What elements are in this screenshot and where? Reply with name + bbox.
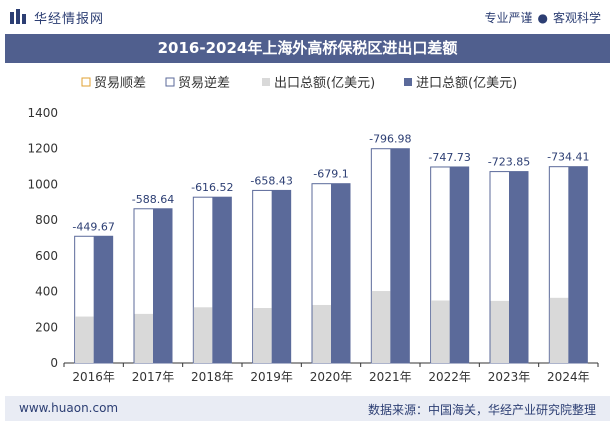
chart-legend: 贸易顺差 贸易逆差 出口总额(亿美元) 进口总额(亿美元) (81, 75, 517, 91)
import-bar (568, 166, 588, 363)
x-tick-label: 2020年 (310, 370, 353, 384)
x-tick-label: 2023年 (488, 370, 531, 384)
footer-source: 数据来源：中国海关，华经产业研究院整理 (367, 403, 596, 417)
legend-swatch (165, 77, 175, 87)
legend-swatch (404, 78, 412, 86)
x-tick-label: 2019年 (250, 370, 293, 384)
data-label: -588.64 (132, 193, 174, 206)
export-bar (549, 297, 569, 363)
data-label: -734.41 (547, 151, 589, 164)
export-bar (490, 300, 509, 363)
tag-professional: 专业严谨 (484, 11, 533, 25)
import-bar (390, 148, 410, 363)
plot-area: 0 200 400 600 800 1000 1200 1400 -449.67 2016年 -58… (27, 106, 599, 384)
export-bar (312, 304, 331, 363)
legend-label: 贸易逆差 (178, 75, 230, 91)
export-bar (253, 308, 272, 363)
import-bar (93, 236, 113, 363)
tag-objective: 客观科学 (552, 11, 601, 25)
y-tick-label: 1000 (27, 177, 58, 191)
x-tick-label: 2018年 (191, 370, 234, 384)
header-tags: 专业严谨 ● 客观科学 (484, 9, 601, 26)
y-tick-label: 600 (35, 249, 58, 263)
footer-bar: www.huaon.com 数据来源：中国海关，华经产业研究院整理 (5, 396, 610, 421)
y-tick-label: 200 (35, 320, 58, 334)
footer-website: www.huaon.com (19, 401, 119, 415)
data-label: -679.1 (313, 168, 348, 181)
x-tick-label: 2024年 (547, 370, 590, 384)
y-tick-label: 800 (35, 213, 58, 227)
header-bar: 华经情报网 专业严谨 ● 客观科学 (0, 0, 615, 34)
data-label: -796.98 (369, 133, 411, 146)
data-label: -747.73 (428, 151, 470, 164)
data-label: -723.85 (488, 156, 530, 169)
dot-separator: ● (537, 11, 548, 25)
import-bar (509, 171, 528, 363)
y-tick-label: 1200 (27, 142, 58, 156)
x-tick-label: 2016年 (72, 370, 115, 384)
logo-text: 华经情报网 (34, 12, 105, 27)
legend-swatch (81, 77, 91, 87)
data-label: -658.43 (250, 174, 292, 187)
legend-label: 进口总额(亿美元) (416, 76, 517, 91)
y-tick-label: 400 (35, 285, 58, 299)
export-bar (134, 313, 153, 363)
import-bar (449, 166, 469, 363)
import-bar (153, 208, 172, 363)
export-bar (75, 316, 94, 363)
chart-title: 2016-2024年上海外高桥保税区进出口差额 (5, 34, 610, 63)
import-bar (212, 197, 232, 363)
logo-icon (10, 9, 26, 24)
import-bar (331, 183, 350, 363)
x-tick-label: 2021年 (369, 370, 412, 384)
y-tick-label: 0 (50, 356, 58, 370)
export-bar (431, 300, 450, 363)
legend-label: 贸易顺差 (94, 76, 146, 91)
export-bar (193, 307, 213, 363)
x-tick-label: 2022年 (428, 370, 471, 384)
export-bar (371, 291, 391, 363)
legend-swatch (262, 78, 270, 86)
data-label: -449.67 (72, 220, 114, 233)
legend-label: 出口总额(亿美元) (274, 76, 375, 91)
data-label: -616.52 (191, 181, 233, 194)
x-tick-label: 2017年 (132, 370, 175, 384)
bar-chart: 贸易顺差 贸易逆差 出口总额(亿美元) 进口总额(亿美元) 0 200 400 600 800… (27, 75, 599, 384)
import-bar (271, 190, 291, 363)
y-tick-label: 1400 (27, 106, 58, 120)
